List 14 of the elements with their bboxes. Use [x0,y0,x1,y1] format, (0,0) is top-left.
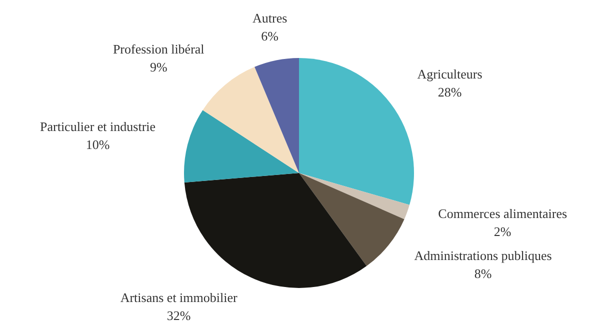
data-label: 32% [166,308,191,323]
slice-label: Commerces alimentaires [438,206,568,221]
slice-label: Agriculteurs [417,66,482,82]
data-label: 8% [474,266,492,282]
data-label: 10% [86,137,110,152]
data-label: 6% [261,28,279,44]
slice-label: Autres [252,10,288,26]
slice-label: Profession libéral [112,42,205,57]
data-label: 2% [494,224,512,239]
slice-label: Artisans et immobilier [120,290,238,305]
slice-label: Administrations publiques [414,248,552,264]
data-label: 9% [150,60,168,75]
data-label: 28% [438,84,462,100]
slice-label: Particulier et industrie [40,119,156,134]
